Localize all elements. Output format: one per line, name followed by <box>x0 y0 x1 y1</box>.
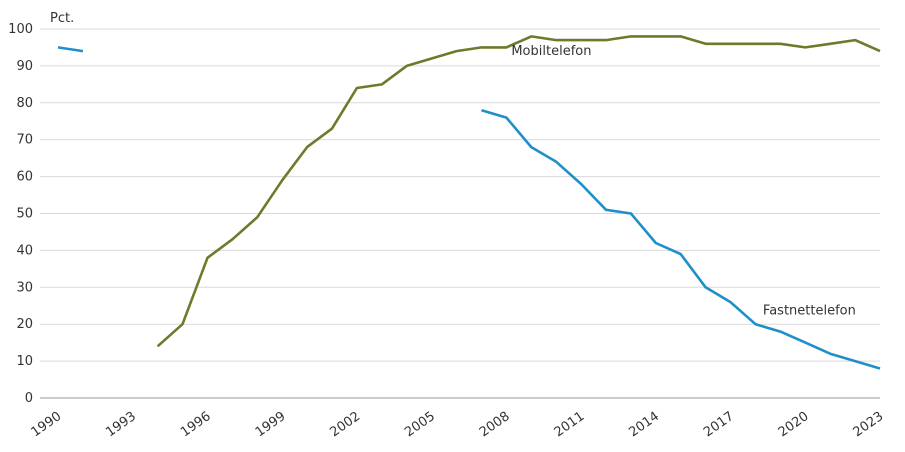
y-tick-label: 30 <box>16 280 33 295</box>
y-tick-labels: 0 10 20 30 40 50 60 70 80 90 100 <box>8 22 33 406</box>
series-group <box>57 35 881 370</box>
x-tick-label: 2020 <box>776 409 812 440</box>
y-tick-label: 80 <box>16 96 33 111</box>
y-tick-label: 90 <box>16 59 33 74</box>
x-tick-label: 2011 <box>552 409 588 440</box>
x-tick-label: 2002 <box>327 409 363 440</box>
y-axis-unit-label: Pct. <box>50 11 74 26</box>
x-tick-label: 1993 <box>103 409 139 440</box>
x-tick-label: 2023 <box>851 409 887 440</box>
y-tick-label: 70 <box>16 133 33 148</box>
x-tick-label: 2014 <box>626 409 662 440</box>
y-tick-label: 60 <box>16 170 33 185</box>
x-tick-label: 2005 <box>402 409 438 440</box>
y-tick-label: 40 <box>16 243 33 258</box>
x-tick-label: 1996 <box>178 409 214 440</box>
y-tick-label: 20 <box>16 317 33 332</box>
y-tick-label: 100 <box>8 22 33 37</box>
x-tick-label: 2017 <box>701 409 737 440</box>
x-tick-label: 1990 <box>29 409 65 440</box>
series-line-mobiltelefon <box>156 35 881 348</box>
series-line-fastnettelefon <box>57 46 84 53</box>
x-tick-label: 1999 <box>253 409 289 440</box>
gridlines <box>40 28 880 362</box>
y-tick-label: 10 <box>16 354 33 369</box>
x-tick-labels: 1990 1993 1996 1999 2002 2005 2008 2011 2014 2017… <box>29 409 887 440</box>
series-label-mobiltelefon: Mobiltelefon <box>511 44 591 59</box>
series-label-fastnettelefon: Fastnettelefon <box>763 304 856 319</box>
series-labels: Mobiltelefon Fastnettelefon <box>511 44 856 319</box>
y-tick-label: 50 <box>16 207 33 222</box>
series-line-fastnettelefon <box>481 108 881 370</box>
x-tick-label: 2008 <box>477 409 513 440</box>
y-tick-label: 0 <box>25 391 33 406</box>
